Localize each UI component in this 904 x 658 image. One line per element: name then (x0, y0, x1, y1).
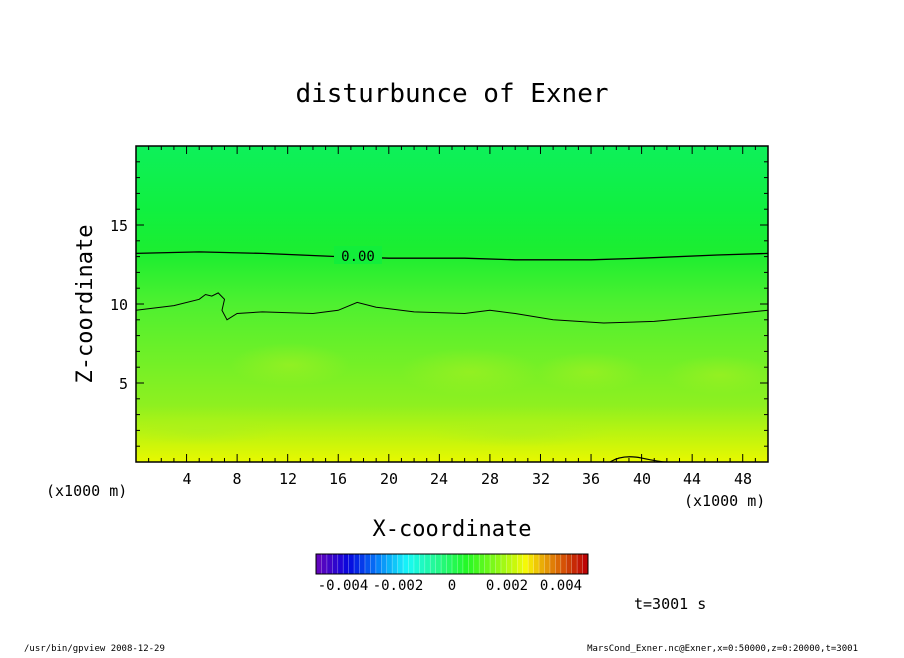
colorbar-step (490, 554, 496, 574)
field-blobs (136, 343, 768, 447)
x-tick-label: 12 (279, 470, 297, 488)
tick-layer (136, 146, 768, 462)
colorbar-step (359, 554, 366, 574)
colorbar-step (446, 554, 453, 574)
colorbar-step (386, 554, 393, 574)
colorbar-tick-label: 0.004 (540, 578, 582, 594)
colorbar-step (397, 554, 404, 574)
colorbar-step (337, 554, 344, 574)
colorbar-step (555, 554, 562, 574)
colorbar-step (457, 554, 464, 574)
y-tick-label: 10 (110, 296, 128, 314)
y-tick-label: 15 (110, 217, 128, 235)
plot-area (136, 146, 768, 462)
colorbar-step (517, 554, 524, 574)
x-tick-label: 8 (232, 470, 241, 488)
x-tick-label: 24 (430, 470, 448, 488)
contour-line (136, 292, 768, 324)
colorbar-step (539, 554, 545, 574)
x-tick-label: 28 (481, 470, 499, 488)
colorbar-step (413, 554, 420, 574)
colorbar-step (332, 554, 339, 574)
colorbar-step (479, 554, 485, 574)
colorbar-step (533, 554, 540, 574)
colorbar-step (435, 554, 442, 574)
colorbar-step (424, 554, 431, 574)
y-tick-labels: 5 10 15 (110, 217, 128, 393)
colorbar-step (408, 554, 415, 574)
colorbar-step (566, 554, 572, 574)
colorbar (316, 554, 589, 574)
colorbar-step (452, 554, 458, 574)
contour-line (136, 251, 768, 261)
x-tick-labels: 4 8 12 16 20 24 28 32 36 40 44 48 (182, 470, 752, 488)
colorbar-tick-label: 0 (448, 578, 456, 594)
x-tick-label: 20 (380, 470, 398, 488)
colorbar-step (348, 554, 355, 574)
colorbar-step (419, 554, 426, 574)
colorbar-step (326, 554, 333, 574)
x-tick-label: 40 (633, 470, 651, 488)
colorbar-step (484, 554, 491, 574)
x-tick-label: 48 (734, 470, 752, 488)
x-tick-label: 44 (683, 470, 701, 488)
colorbar-step (495, 554, 502, 574)
colorbar-tick-labels: -0.004 -0.002 0 0.002 0.004 (318, 578, 582, 594)
x-axis-label: X-coordinate (373, 517, 532, 542)
colorbar-step (316, 554, 322, 574)
y-tick-label: 5 (119, 375, 128, 393)
colorbar-step (321, 554, 328, 574)
colorbar-step (370, 554, 377, 574)
colorbar-step (381, 554, 388, 574)
colorbar-step (549, 554, 556, 574)
x-tick-label: 16 (329, 470, 347, 488)
heatmap-field (136, 146, 768, 462)
colorbar-step (403, 554, 409, 574)
x-unit-left: (x1000 m) (46, 482, 127, 500)
colorbar-tick-label: -0.004 (318, 578, 369, 594)
colorbar-step (375, 554, 382, 574)
colorbar-step (430, 554, 436, 574)
colorbar-tick-label: -0.002 (373, 578, 424, 594)
colorbar-step (571, 554, 578, 574)
colorbar-step (343, 554, 349, 574)
colorbar-step (441, 554, 447, 574)
colorbar-step (528, 554, 534, 574)
colorbar-step (468, 554, 475, 574)
contour-label: 0.00 (341, 249, 375, 265)
y-axis-label: Z-coordinate (73, 225, 98, 384)
footer-right: MarsCond_Exner.nc@Exner,x=0:50000,z=0:20… (587, 644, 858, 654)
chart-title: disturbunce of Exner (295, 79, 608, 109)
x-unit-right: (x1000 m) (684, 492, 765, 510)
colorbar-step (511, 554, 518, 574)
colorbar-step (560, 554, 567, 574)
time-label: t=3001 s (634, 595, 706, 613)
colorbar-step (500, 554, 507, 574)
colorbar-step (577, 554, 583, 574)
colorbar-step (473, 554, 480, 574)
colorbar-step (544, 554, 551, 574)
footer-left: /usr/bin/gpview 2008-12-29 (24, 644, 165, 654)
colorbar-step (462, 554, 469, 574)
x-tick-label: 32 (532, 470, 550, 488)
colorbar-step (392, 554, 398, 574)
colorbar-step (506, 554, 513, 574)
colorbar-step (354, 554, 360, 574)
x-tick-label: 36 (582, 470, 600, 488)
colorbar-step (364, 554, 371, 574)
colorbar-tick-label: 0.002 (486, 578, 528, 594)
contour-label-bg (334, 246, 382, 264)
x-tick-label: 4 (182, 470, 191, 488)
colorbar-step (582, 554, 589, 574)
colorbar-step (522, 554, 529, 574)
colorbar-frame (315, 553, 589, 575)
